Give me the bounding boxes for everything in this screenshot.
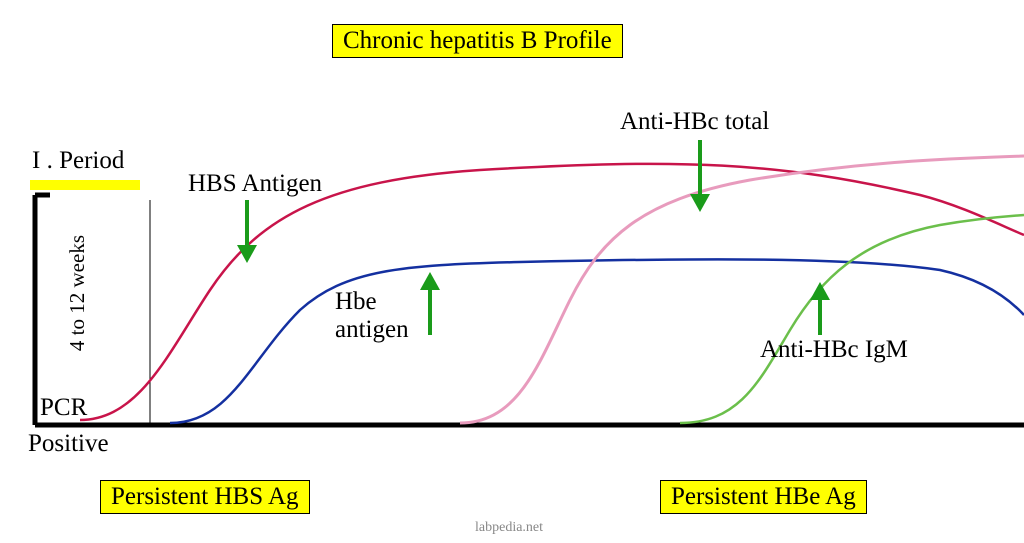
persistent-hbe-ag-box: Persistent HBe Ag [660,480,867,514]
persistent-hbs-ag-box: Persistent HBS Ag [100,480,310,514]
watermark-label: labpedia.net [475,520,543,536]
chart-canvas: { "title": "Chronic hepatitis B Profile"… [0,0,1024,543]
arrow-anti-hbc-igm-icon [0,0,1024,543]
